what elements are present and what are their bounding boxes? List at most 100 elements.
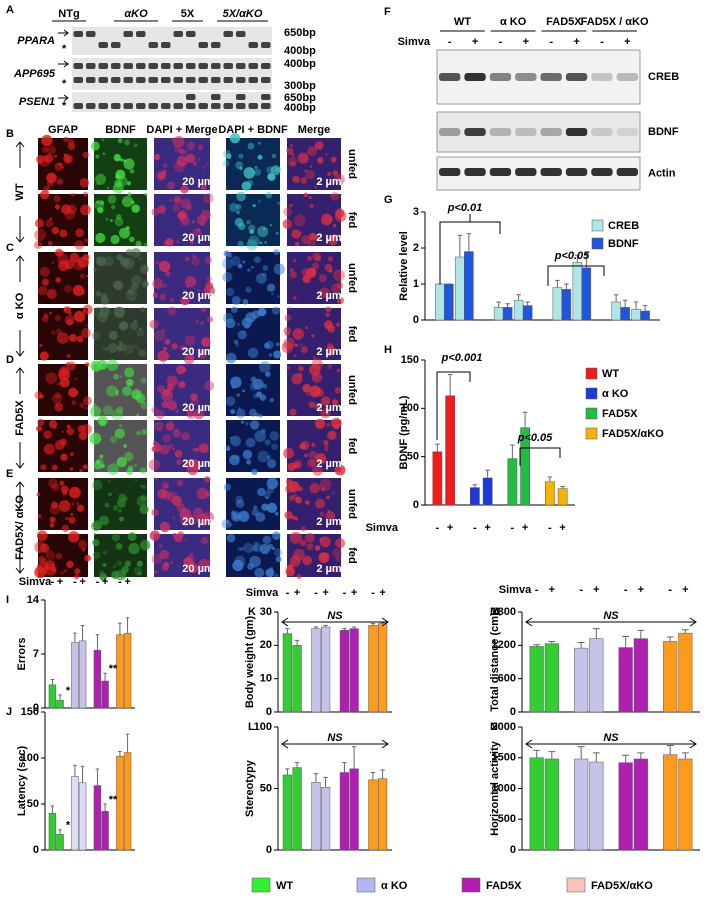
micrograph-texture xyxy=(65,500,68,504)
micrograph-texture xyxy=(330,567,334,572)
gel-band xyxy=(198,63,208,69)
bar xyxy=(435,283,445,321)
micrograph-texture xyxy=(140,507,144,511)
micrograph-texture xyxy=(168,443,174,449)
micrograph-texture xyxy=(265,191,273,199)
micrograph-texture xyxy=(55,553,63,560)
blot-band xyxy=(464,168,486,176)
micrograph-texture xyxy=(201,337,211,347)
error-bar xyxy=(622,299,628,308)
sign-label: + xyxy=(573,36,579,48)
micrograph-texture xyxy=(55,277,62,283)
y-tick-label: 3 xyxy=(413,206,419,218)
micrograph-texture xyxy=(116,254,124,261)
micrograph-texture xyxy=(97,415,108,426)
micrograph-texture xyxy=(172,429,181,438)
blot-label: Actin xyxy=(648,167,676,179)
micrograph-texture xyxy=(51,244,54,247)
blot-band xyxy=(489,128,512,136)
micrograph-texture xyxy=(335,556,341,562)
error-bar xyxy=(622,754,630,763)
micrograph-texture xyxy=(230,255,241,266)
micrograph-texture xyxy=(172,204,181,213)
micrograph-texture xyxy=(69,486,81,499)
y-tick-label: 30 xyxy=(260,606,272,618)
micrograph-texture xyxy=(263,491,271,499)
micrograph-texture xyxy=(184,336,188,339)
bar xyxy=(631,308,641,321)
micrograph-texture xyxy=(129,321,139,331)
micrograph-texture xyxy=(318,552,330,564)
gel-marker: * xyxy=(62,43,67,55)
micrograph-texture xyxy=(315,388,325,397)
error-bar xyxy=(351,626,357,629)
bar xyxy=(292,767,302,851)
micrograph-texture xyxy=(41,146,49,153)
micrograph-texture xyxy=(194,447,199,452)
micrograph-texture xyxy=(180,198,191,209)
micrograph-texture xyxy=(222,312,234,324)
error-bar xyxy=(73,632,77,643)
gel-band xyxy=(248,63,258,69)
gel-band xyxy=(248,103,258,109)
y-tick-label: 0 xyxy=(33,844,39,856)
micrograph-texture xyxy=(197,289,200,292)
micrograph-texture xyxy=(79,273,86,280)
bar xyxy=(633,638,648,713)
micrograph-texture xyxy=(136,329,145,338)
bar xyxy=(116,634,124,709)
micrograph-texture xyxy=(246,219,251,225)
micrograph-texture xyxy=(122,386,132,396)
micrograph-texture xyxy=(136,347,139,350)
micrograph-texture xyxy=(289,160,296,167)
micrograph-texture xyxy=(66,354,71,358)
micrograph-texture xyxy=(141,280,149,288)
micrograph-texture xyxy=(239,547,244,552)
micrograph-texture xyxy=(186,555,195,564)
micrograph-texture xyxy=(253,505,258,510)
error-bar xyxy=(548,640,556,644)
micrograph-texture xyxy=(300,346,308,354)
micrograph-texture xyxy=(131,200,135,204)
gel-band xyxy=(136,77,146,83)
micrograph-texture xyxy=(139,264,149,274)
micrograph-texture xyxy=(230,376,242,389)
micrograph-texture xyxy=(116,498,127,508)
gel-strip xyxy=(72,58,272,90)
micrograph-texture xyxy=(148,459,161,471)
micrograph-texture xyxy=(231,296,241,306)
annotation: p<0.05 xyxy=(517,432,553,444)
row-label: α KO xyxy=(14,292,26,319)
bar xyxy=(292,645,302,713)
sign-label: - xyxy=(600,36,604,48)
micrograph-texture xyxy=(236,408,246,419)
y-tick-label: 500 xyxy=(498,813,516,825)
error-bar xyxy=(516,294,521,301)
gel-band xyxy=(248,42,258,48)
lane-label: 5X/αKO xyxy=(223,8,263,20)
micrograph-texture xyxy=(325,495,330,500)
micrograph-texture xyxy=(34,228,47,241)
gel-band xyxy=(111,42,121,48)
scale-bar-label: 2 µm xyxy=(316,458,342,470)
micrograph-texture xyxy=(237,407,241,411)
micrograph-texture xyxy=(237,547,241,551)
bar xyxy=(482,477,493,506)
micrograph-texture xyxy=(285,566,296,577)
error-bar xyxy=(564,283,569,290)
micrograph-texture xyxy=(320,408,331,419)
micrograph-texture xyxy=(127,532,137,542)
micrograph-texture xyxy=(51,226,60,235)
micrograph-texture xyxy=(309,165,313,168)
micrograph-texture xyxy=(46,172,57,184)
micrograph-texture xyxy=(139,306,146,313)
micrograph-texture xyxy=(297,152,309,164)
micrograph-texture xyxy=(73,574,80,580)
bar xyxy=(311,782,321,851)
micrograph-texture xyxy=(90,141,100,151)
bar xyxy=(552,287,563,321)
micrograph-texture xyxy=(231,511,242,522)
micrograph-texture xyxy=(99,306,110,318)
micrograph-texture xyxy=(95,154,100,159)
micrograph-texture xyxy=(46,288,57,299)
